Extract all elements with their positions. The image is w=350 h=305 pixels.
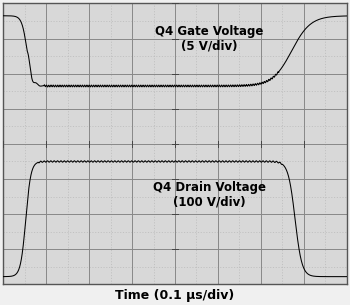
Text: Q4 Drain Voltage
(100 V/div): Q4 Drain Voltage (100 V/div) (153, 181, 266, 209)
X-axis label: Time (0.1 μs/div): Time (0.1 μs/div) (116, 289, 234, 302)
Text: Q4 Gate Voltage
(5 V/div): Q4 Gate Voltage (5 V/div) (155, 25, 264, 52)
